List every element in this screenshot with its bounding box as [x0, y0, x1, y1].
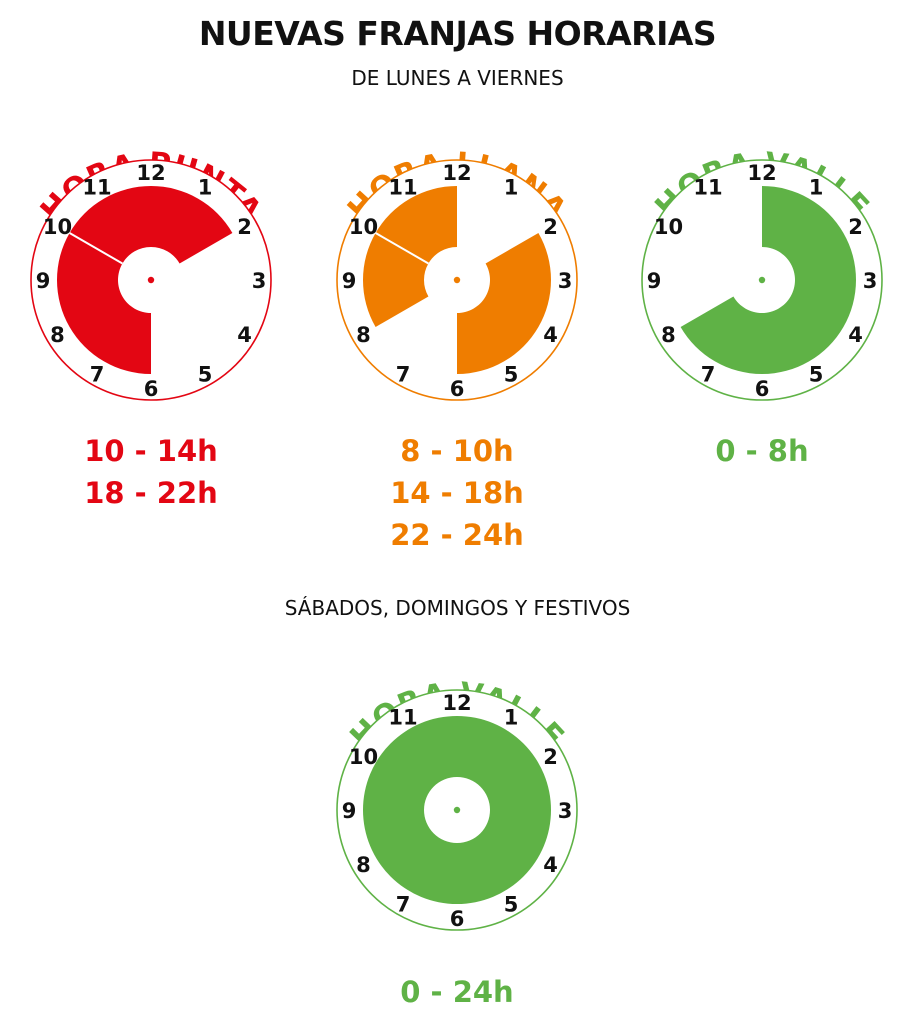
clock-number: 1: [198, 175, 213, 199]
hora-punta-ranges: 10 - 14h 18 - 22h: [31, 430, 271, 514]
clock-number: 6: [755, 377, 770, 401]
clock-number: 12: [442, 161, 471, 185]
clock-face: HORA VALLE121234567891011: [336, 676, 578, 931]
clock-number: 4: [237, 323, 252, 347]
clock-number: 3: [252, 269, 267, 293]
clock-number: 8: [661, 323, 676, 347]
weekend-subtitle: SÁBADOS, DOMINGOS Y FESTIVOS: [284, 596, 631, 620]
clock-number: 8: [50, 323, 65, 347]
clock-center-dot: [147, 276, 155, 284]
clock-segment: [56, 233, 151, 374]
clock-number: 12: [442, 691, 471, 715]
clock-segment: [363, 233, 429, 327]
clock-number: 9: [342, 799, 357, 823]
clock-face: HORA LLANA121234567891011: [336, 146, 578, 401]
clock-number: 5: [198, 363, 213, 387]
clock-number: 8: [356, 853, 371, 877]
time-range: 0 - 24h: [400, 975, 514, 1009]
clock-number: 2: [848, 215, 863, 239]
clock-number: 10: [349, 215, 378, 239]
clock-number: 10: [43, 215, 72, 239]
clock-number: 11: [693, 175, 722, 199]
clock-number: 6: [144, 377, 159, 401]
clock-number: 4: [543, 853, 558, 877]
clock-number: 7: [396, 363, 411, 387]
clock-number: 12: [136, 161, 165, 185]
clock-number: 11: [388, 705, 417, 729]
hora-valle-ranges: 0 - 8h: [642, 430, 882, 472]
clock-number: 5: [504, 363, 519, 387]
clock-number: 8: [356, 323, 371, 347]
clock-segment: [363, 716, 551, 904]
clock-number: 3: [558, 269, 573, 293]
clock-number: 11: [82, 175, 111, 199]
clock-number: 10: [349, 745, 378, 769]
clock-number: 9: [647, 269, 662, 293]
hora-llana-ranges: 8 - 10h 14 - 18h 22 - 24h: [337, 430, 577, 556]
clock-number: 2: [237, 215, 252, 239]
clock-number: 1: [504, 175, 519, 199]
clock-center-dot: [453, 806, 461, 814]
clock-number: 2: [543, 215, 558, 239]
clock-number: 4: [848, 323, 863, 347]
clock-number: 12: [747, 161, 776, 185]
clock-number: 11: [388, 175, 417, 199]
clock-number: 2: [543, 745, 558, 769]
clock-hora-valle-weekend: HORA VALLE121234567891011: [336, 640, 578, 970]
time-range: 8 - 10h: [400, 434, 514, 468]
segment-divider: [69, 232, 123, 265]
clock-number: 6: [450, 907, 465, 931]
clock-number: 1: [504, 705, 519, 729]
clock-segment: [69, 186, 233, 264]
clock-center-dot: [453, 276, 461, 284]
time-range: 18 - 22h: [84, 476, 218, 510]
clock-number: 6: [450, 377, 465, 401]
clock-center-dot: [758, 276, 766, 284]
time-range: 10 - 14h: [84, 434, 218, 468]
clock-hora-llana: HORA LLANA121234567891011: [336, 110, 578, 440]
clock-number: 9: [342, 269, 357, 293]
clock-number: 7: [396, 893, 411, 917]
page-title: NUEVAS FRANJAS HORARIAS: [198, 14, 717, 53]
weekdays-subtitle: DE LUNES A VIERNES: [351, 66, 564, 90]
clock-face: HORA VALLE121234567891011: [641, 146, 883, 401]
clock-number: 7: [701, 363, 716, 387]
clock-segment: [457, 233, 551, 374]
clock-segment: [680, 186, 856, 374]
clock-number: 1: [809, 175, 824, 199]
clock-number: 9: [36, 269, 51, 293]
clock-number: 10: [654, 215, 683, 239]
clock-number: 5: [504, 893, 519, 917]
clock-number: 5: [809, 363, 824, 387]
clock-number: 4: [543, 323, 558, 347]
clock-number: 3: [863, 269, 878, 293]
hora-valle-weekend-ranges: 0 - 24h: [337, 971, 577, 1013]
clock-face: HORA PUNTA121234567891011: [30, 146, 272, 401]
clock-hora-valle: HORA VALLE121234567891011: [641, 110, 883, 440]
time-range: 22 - 24h: [390, 518, 524, 552]
clock-number: 7: [90, 363, 105, 387]
time-range: 14 - 18h: [390, 476, 524, 510]
clock-number: 3: [558, 799, 573, 823]
time-range: 0 - 8h: [715, 434, 809, 468]
segment-divider: [375, 232, 429, 265]
clock-hora-punta: HORA PUNTA121234567891011: [30, 110, 272, 440]
